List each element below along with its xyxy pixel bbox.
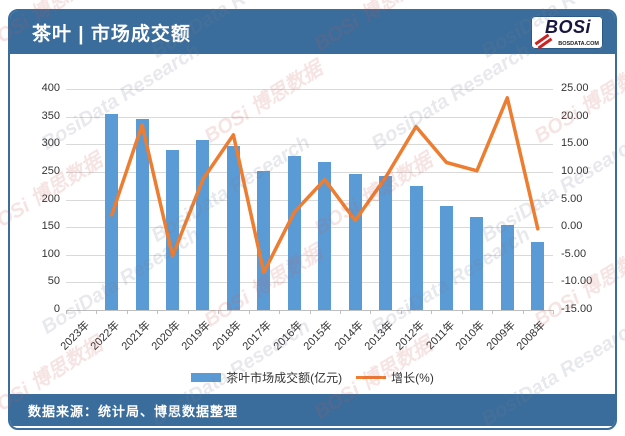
bar-2010年 (470, 217, 484, 310)
x-axis-tick (492, 310, 494, 314)
gridline (66, 89, 553, 90)
bar-2011年 (439, 205, 453, 310)
x-axis-label: 2016年 (271, 319, 305, 353)
legend-label-bar: 茶叶市场成交额(亿元) (226, 371, 343, 385)
right-axis-tick: 0.00 (561, 220, 583, 233)
x-axis-tick (126, 310, 128, 314)
bosi-logo-domain: BOSDATA.COM (558, 41, 599, 47)
bar-2008年 (531, 241, 545, 310)
legend-item-line: 增长(%) (356, 369, 434, 386)
x-axis-tick (218, 310, 220, 314)
data-source-text: 数据来源：统计局、博思数据整理 (28, 403, 239, 419)
gridline (66, 254, 553, 256)
gridline (66, 227, 553, 229)
left-axis-tick: 250 (41, 164, 60, 177)
x-axis-label: 2018年 (210, 319, 245, 353)
bar-2017年 (257, 171, 271, 310)
x-axis-tick (157, 310, 159, 314)
line-swatch-icon (356, 376, 387, 379)
x-axis-label: 2021年 (119, 319, 153, 353)
x-axis-tick (187, 310, 189, 314)
footer-bar: 数据来源：统计局、博思数据整理 (10, 394, 615, 426)
chart-legend: 茶叶市场成交额(亿元) 增长(%) (10, 369, 615, 386)
x-axis-label: 2015年 (301, 319, 336, 353)
x-axis-label: 2019年 (179, 319, 214, 353)
bar-2012年 (409, 186, 423, 310)
x-axis-label: 2023年 (58, 319, 92, 353)
bar-swatch-icon (191, 373, 222, 382)
bar-2018年 (226, 146, 240, 310)
x-axis-tick (248, 310, 250, 314)
left-axis-tick: 150 (41, 220, 60, 233)
x-axis-tick (431, 310, 433, 314)
legend-item-bar: 茶叶市场成交额(亿元) (191, 369, 342, 386)
right-axis-tick: 20.00 (561, 109, 589, 122)
plot-area: 400 25.00 350 20.00 300 15.00 250 10.00 200 5.00 1… (42, 82, 593, 353)
gridline (66, 144, 553, 146)
chart-region: 400 25.00 350 20.00 300 15.00 250 10.00 200 5.00 1… (10, 54, 615, 394)
bar-2014年 (348, 174, 362, 310)
gridline (66, 116, 553, 118)
left-axis-tick: 300 (41, 137, 60, 150)
x-axis-label: 2010年 (453, 319, 488, 353)
x-axis-label: 2014年 (332, 319, 366, 353)
left-axis-tick: 50 (47, 275, 60, 288)
right-axis-tick: 25.00 (561, 82, 589, 94)
right-axis-tick: -10.00 (561, 275, 593, 288)
x-axis-tick (400, 310, 402, 314)
x-axis-label: 2017年 (240, 319, 275, 353)
x-axis-label: 2012年 (393, 319, 427, 353)
x-axis-tick (66, 310, 67, 314)
bar-2016年 (287, 156, 301, 310)
growth-line-path (109, 96, 540, 275)
left-axis-tick: 0 (53, 303, 60, 315)
right-axis-tick: -15.00 (561, 303, 593, 315)
right-axis-tick: 5.00 (561, 192, 583, 205)
header-bar: 茶叶 | 市场成交额 BOSi BOSDATA.COM (10, 11, 615, 54)
growth-line (109, 96, 540, 275)
bar-2020年 (166, 150, 180, 310)
gridline (66, 171, 553, 173)
x-axis-tick (522, 310, 524, 314)
x-axis-tick (370, 310, 372, 314)
bar-2021年 (135, 119, 149, 310)
chart-card: 茶叶 | 市场成交额 BOSi BOSDATA.COM 400 25.00 350 2… (8, 9, 617, 430)
bar-2015年 (318, 161, 332, 310)
bar-2013年 (379, 175, 393, 310)
left-axis-tick: 400 (41, 82, 60, 94)
x-axis-tick (339, 310, 341, 314)
right-axis-tick: -5.00 (561, 247, 587, 260)
left-axis-tick: 200 (41, 192, 60, 205)
x-axis-label: 2013年 (362, 319, 397, 353)
x-axis-tick (553, 310, 554, 314)
page-title: 茶叶 | 市场成交额 (32, 24, 191, 45)
right-axis-tick: 15.00 (561, 137, 589, 150)
left-axis-tick: 100 (41, 247, 60, 260)
left-axis-tick: 350 (41, 109, 60, 122)
x-axis-label: 2009年 (484, 319, 518, 353)
gridline (66, 282, 553, 284)
x-axis-label: 2011年 (424, 319, 458, 353)
bosi-logo: BOSi BOSDATA.COM (531, 16, 603, 50)
gridline (66, 199, 553, 201)
x-axis-label: 2008年 (514, 319, 549, 353)
legend-label-line: 增长(%) (391, 371, 434, 385)
bar-2009年 (500, 224, 514, 310)
bosi-logo-text: BOSi (545, 17, 592, 37)
x-axis-tick (279, 310, 281, 314)
x-axis-tick (96, 310, 98, 314)
x-axis-tick (461, 310, 463, 314)
right-axis-tick: 10.00 (561, 164, 589, 177)
x-axis-label: 2022年 (88, 319, 123, 353)
x-axis-label: 2020年 (149, 319, 184, 353)
x-axis-tick (309, 310, 311, 314)
